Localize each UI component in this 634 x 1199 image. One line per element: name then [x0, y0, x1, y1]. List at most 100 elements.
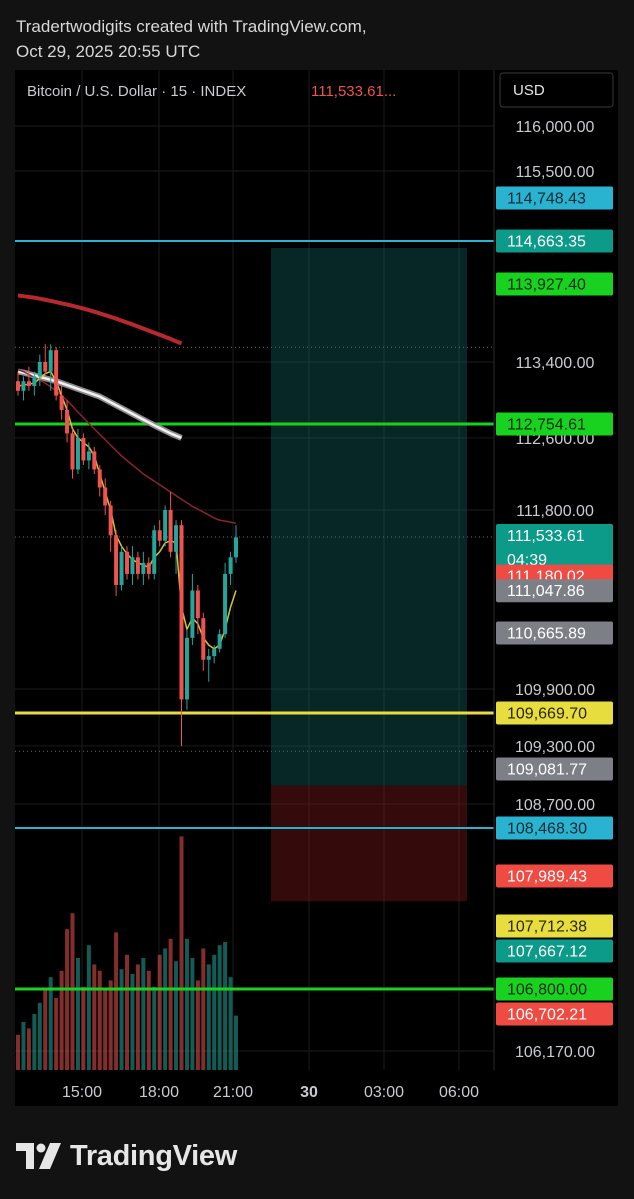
volume-bar	[26, 1028, 31, 1070]
price-tick-label[interactable]: 106,170.00	[515, 1044, 595, 1061]
attribution-line-2: Oct 29, 2025 20:55 UTC	[16, 42, 201, 61]
volume-bar	[135, 964, 140, 1070]
candle-body	[65, 410, 70, 434]
price-tick-label[interactable]: 115,500.00	[516, 164, 595, 181]
price-badge-yellow	[496, 701, 613, 725]
volume-bar	[163, 948, 168, 1070]
volume-bar	[152, 986, 157, 1070]
price-badge-label: 109,669.70	[507, 706, 587, 723]
price-tick-label[interactable]: 108,700.00	[515, 797, 595, 814]
price-badge-cyan	[496, 816, 613, 840]
volume-bar	[217, 945, 222, 1070]
currency-button-label[interactable]: USD	[513, 82, 545, 99]
candle-body	[75, 437, 80, 470]
candle-body	[130, 557, 135, 574]
candle-body	[135, 557, 140, 574]
volume-bar	[16, 1034, 20, 1070]
candle-body	[119, 551, 124, 585]
tradingview-brand: TradingView	[70, 1139, 237, 1172]
price-tick-label[interactable]: 116,000.00	[516, 119, 595, 136]
candle-body	[54, 350, 59, 396]
price-badge-label: 110,665.89	[507, 626, 586, 643]
horizontal-levels[interactable]	[15, 240, 494, 991]
candle-body	[201, 618, 206, 660]
volume-bar	[141, 958, 146, 1070]
candle-body	[114, 535, 119, 585]
position-stop-zone	[271, 785, 467, 902]
candle-body	[59, 395, 64, 411]
price-tick-label[interactable]: 109,300.00	[515, 739, 595, 756]
candle-body	[125, 551, 129, 574]
candle-body	[141, 562, 146, 574]
time-tick-label[interactable]: 21:00	[213, 1084, 253, 1101]
candle-body	[184, 637, 189, 700]
chart-area[interactable]: 116,000.00 115,500.00 113,400.00 112,600.00…	[15, 70, 618, 1106]
volume-bar	[65, 929, 70, 1070]
volume-bar	[228, 977, 233, 1070]
position-profit-zone	[271, 248, 467, 786]
candle-body	[190, 590, 195, 638]
currency-button[interactable]: USD	[499, 72, 614, 108]
candle-body	[16, 381, 20, 391]
price-chart[interactable]: 116,000.00115,500.00113,400.00112,600.00…	[15, 70, 618, 1106]
volume-bar	[59, 970, 64, 1070]
candle-body	[168, 510, 173, 552]
candles	[16, 344, 238, 746]
volume-bar	[97, 970, 102, 1070]
volume-bar	[206, 964, 211, 1070]
price-tick-label[interactable]: 111,800.00	[516, 503, 594, 520]
candle-body	[43, 362, 48, 372]
price-badge-green	[496, 977, 613, 1001]
candle-body	[163, 510, 168, 541]
price-badge-yellow	[496, 914, 613, 938]
candle-body	[21, 381, 26, 391]
time-tick-label[interactable]: 06:00	[439, 1084, 479, 1101]
candle-body	[195, 590, 200, 619]
volume-bars	[16, 836, 238, 1070]
volume-bar	[223, 942, 228, 1070]
volume-bar	[103, 990, 108, 1070]
volume-bar	[114, 932, 119, 1070]
price-badge-label: 114,663.35	[507, 234, 586, 251]
price-badge-red	[496, 864, 613, 888]
candle-body	[228, 557, 233, 574]
time-tick-label[interactable]: 03:00	[364, 1084, 404, 1101]
time-tick-label[interactable]: 15:00	[62, 1084, 102, 1101]
time-tick-label[interactable]: 18:00	[139, 1084, 179, 1101]
candle-body	[152, 530, 157, 574]
volume-bar	[108, 980, 113, 1070]
currency-button-frame[interactable]	[499, 72, 614, 108]
candle-body	[223, 573, 228, 635]
time-axis[interactable]: 15:00 18:00 21:00 30 03:00 06:00	[62, 1084, 479, 1101]
price-badge-label: 113,927.40	[507, 277, 586, 294]
candle-body	[179, 525, 184, 700]
ma-red-thick-line	[17, 293, 183, 346]
volume-bar	[130, 974, 135, 1070]
price-badge-cyan	[496, 186, 613, 210]
price-badge-label: 107,989.43	[507, 869, 587, 886]
volume-bar	[48, 977, 53, 1070]
price-tick-label[interactable]: 109,900.00	[515, 682, 595, 699]
volume-bar	[190, 958, 195, 1070]
attribution-line-1: Tradertwodigits created with TradingView…	[16, 17, 367, 36]
candle-body	[217, 634, 222, 649]
time-tick-label[interactable]: 30	[300, 1084, 318, 1101]
price-badge-gray	[496, 621, 613, 645]
price-badge-red	[496, 1002, 613, 1026]
long-position-tool[interactable]	[271, 248, 467, 902]
legend-symbol: Bitcoin / U.S. Dollar · 15 · INDEX	[27, 83, 246, 100]
candle-body	[32, 376, 37, 387]
price-badge-label: 111,047.86	[507, 583, 585, 600]
candle-body	[146, 562, 151, 574]
volume-bar	[86, 945, 91, 1070]
volume-bar	[37, 1002, 42, 1070]
volume-bar	[146, 970, 151, 1070]
price-axis-badges: 114,748.43114,748.43114,663.35113,927.40…	[496, 186, 613, 1026]
price-badge-label: 109,081.77	[507, 762, 587, 779]
price-tick-label[interactable]: 113,400.00	[516, 355, 595, 372]
price-badge-green	[496, 272, 613, 296]
candle-body	[157, 530, 162, 541]
price-badge-teal	[496, 229, 613, 253]
price-badge-teal	[496, 939, 613, 963]
volume-bar	[119, 969, 124, 1070]
